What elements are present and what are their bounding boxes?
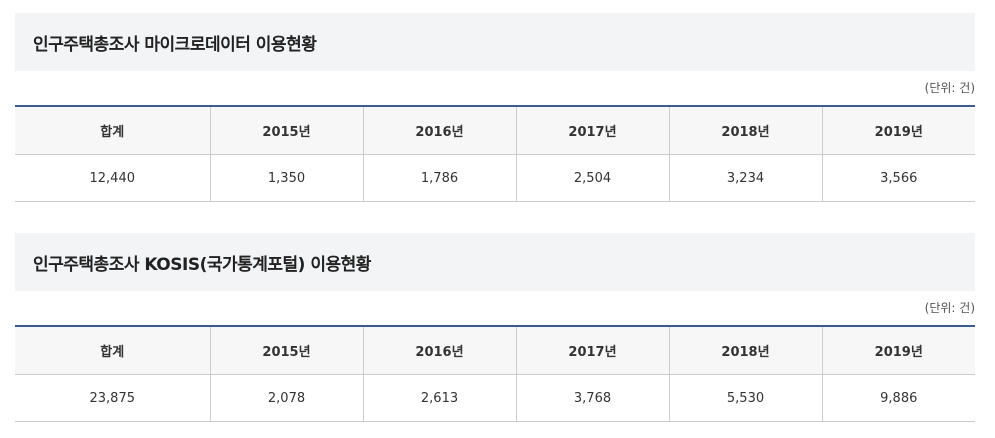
column-header-2015: 2015년 [209,326,363,375]
table-row: 23,875 2,078 2,613 3,768 5,530 9,886 [15,374,975,422]
column-header-2018: 2018년 [668,106,822,155]
table-row: 12,440 1,350 1,786 2,504 3,234 3,566 [15,154,975,202]
column-header-2019: 2019년 [821,326,975,375]
cell-2019: 9,886 [821,374,975,422]
cell-total: 23,875 [15,374,210,422]
cell-2018: 5,530 [668,374,822,422]
cell-2019: 3,566 [821,154,975,202]
section-title: 인구주택총조사 KOSIS(국가통계포털) 이용현황 [15,233,975,291]
cell-2015: 1,350 [209,154,363,202]
unit-label: (단위: 건) [924,81,975,95]
cell-2017: 3,768 [515,374,669,422]
cell-2017: 2,504 [515,154,669,202]
cell-2016: 1,786 [362,154,516,202]
table-header-row: 합계 2015년 2016년 2017년 2018년 2019년 [15,106,975,155]
cell-2015: 2,078 [209,374,363,422]
column-header-2016: 2016년 [362,106,516,155]
cell-2016: 2,613 [362,374,516,422]
column-header-2019: 2019년 [821,106,975,155]
cell-2018: 3,234 [668,154,822,202]
table-header-row: 합계 2015년 2016년 2017년 2018년 2019년 [15,326,975,375]
unit-label: (단위: 건) [924,301,975,315]
column-header-total: 합계 [15,326,210,375]
column-header-2017: 2017년 [515,326,669,375]
microdata-usage-section: 인구주택총조사 마이크로데이터 이용현황 (단위: 건) 합계 2015년 20… [15,13,975,202]
column-header-2015: 2015년 [209,106,363,155]
column-header-total: 합계 [15,106,210,155]
column-header-2017: 2017년 [515,106,669,155]
column-header-2016: 2016년 [362,326,516,375]
column-header-2018: 2018년 [668,326,822,375]
kosis-usage-section: 인구주택총조사 KOSIS(국가통계포털) 이용현황 (단위: 건) 합계 20… [15,233,975,422]
usage-table: 합계 2015년 2016년 2017년 2018년 2019년 23,875 … [15,325,975,422]
cell-total: 12,440 [15,154,210,202]
section-title: 인구주택총조사 마이크로데이터 이용현황 [15,13,975,71]
usage-table: 합계 2015년 2016년 2017년 2018년 2019년 12,440 … [15,105,975,202]
